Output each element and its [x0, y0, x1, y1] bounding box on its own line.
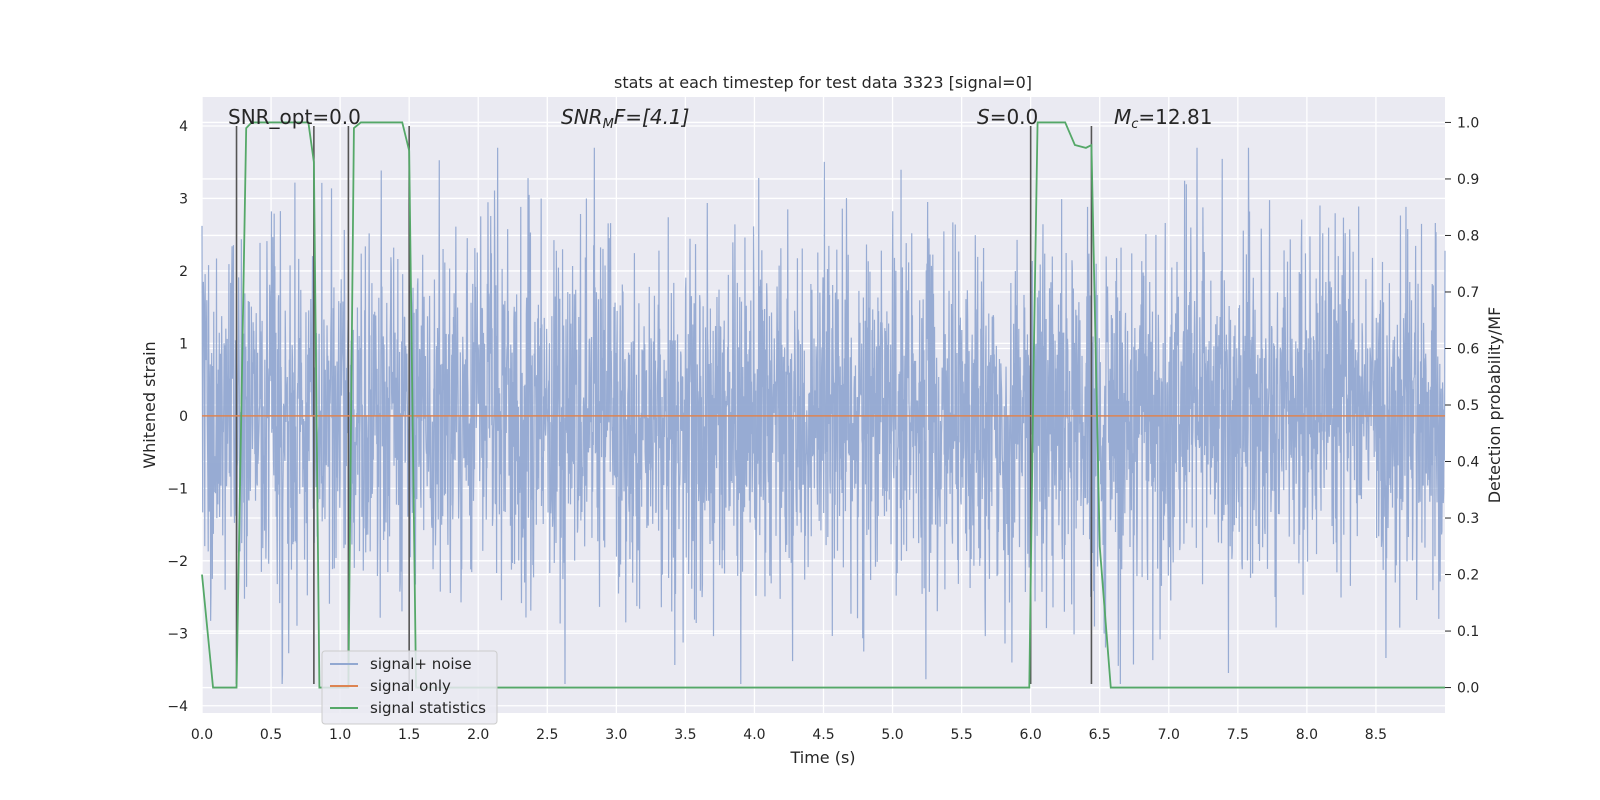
- y2-tick-label: 0.7: [1457, 285, 1479, 301]
- y2-tick-label: 0.6: [1457, 341, 1479, 357]
- y2-tick-label: 0.9: [1457, 172, 1479, 188]
- x-tick-label: 6.5: [1089, 727, 1111, 743]
- y2-tick-label: 0.8: [1457, 228, 1479, 244]
- annotation-snr-opt: SNR_opt=0.0: [228, 105, 361, 129]
- x-tick-label: 4.5: [812, 727, 834, 743]
- x-tick-label: 5.5: [950, 727, 972, 743]
- y-tick-label: −3: [167, 626, 188, 642]
- x-tick-label: 7.5: [1227, 727, 1249, 743]
- y-axis-label: Whitened strain: [140, 341, 159, 468]
- x-tick-labels: 0.0 0.5 1.0 1.5 2.0 2.5 3.0 3.5 4.0 4.5 5.0 5.5 6.0 6…: [191, 727, 1387, 743]
- y2-tick-label: 0.5: [1457, 398, 1479, 414]
- y-tick-label: 2: [179, 264, 188, 280]
- y2-tick-label: 0.3: [1457, 511, 1479, 527]
- x-tick-label: 1.0: [329, 727, 351, 743]
- chart-title: stats at each timestep for test data 332…: [614, 73, 1032, 92]
- legend: signal+ noise signal only signal statist…: [321, 650, 498, 725]
- x-tick-label: 0.5: [260, 727, 282, 743]
- y2-tick-label: 0.4: [1457, 455, 1479, 471]
- y-tick-label: −1: [167, 481, 188, 497]
- x-tick-label: 2.5: [536, 727, 558, 743]
- y2-tick-label: 1.0: [1457, 115, 1479, 131]
- annotation-s: S=0.0: [977, 105, 1038, 129]
- y-tick-label: 0: [179, 409, 188, 425]
- x-axis-label: Time (s): [789, 748, 855, 767]
- x-tick-label: 8.0: [1296, 727, 1318, 743]
- y-tick-label: −2: [167, 554, 188, 570]
- x-tick-label: 6.0: [1020, 727, 1042, 743]
- x-tick-label: 0.0: [191, 727, 213, 743]
- y-tick-labels: 4 3 2 1 0 −1 −2 −3 −4: [167, 119, 188, 715]
- y-tick-label: 1: [179, 336, 188, 352]
- x-tick-label: 3.5: [674, 727, 696, 743]
- y2-tick-label: 0.1: [1457, 624, 1479, 640]
- x-tick-label: 7.0: [1158, 727, 1180, 743]
- signal-statistics-line: [201, 121, 1445, 689]
- x-tick-label: 2.0: [467, 727, 489, 743]
- line-series: [201, 121, 1445, 689]
- y2-tick-label: 0.2: [1457, 568, 1479, 584]
- x-tick-label: 8.5: [1365, 727, 1387, 743]
- annotation-mc: Mc=12.81: [1114, 105, 1212, 132]
- annotation-snr-mf: SNRMF=[4.1]: [561, 105, 689, 132]
- x-tick-label: 3.0: [605, 727, 627, 743]
- legend-box: [321, 650, 498, 725]
- legend-label-noise: signal+ noise: [370, 655, 472, 673]
- x-tick-label: 4.0: [743, 727, 765, 743]
- x-tick-label: 1.5: [398, 727, 420, 743]
- annotations: SNR_opt=0.0 SNRMF=[4.1] S=0.0 Mc=12.81: [228, 105, 1212, 132]
- legend-label-signal: signal only: [370, 677, 451, 695]
- y2-tick-labels: 1.0 0.9 0.8 0.7 0.6 0.5 0.4 0.3 0.2 0.1 0.0: [1445, 115, 1479, 697]
- y2-tick-label: 0.0: [1457, 681, 1479, 697]
- y-tick-label: 4: [179, 119, 188, 135]
- y-tick-label: 3: [179, 191, 188, 207]
- x-tick-label: 5.0: [881, 727, 903, 743]
- y2-axis-label: Detection probability/MF: [1485, 307, 1504, 504]
- legend-label-stats: signal statistics: [370, 699, 486, 717]
- y-tick-label: −4: [167, 699, 188, 715]
